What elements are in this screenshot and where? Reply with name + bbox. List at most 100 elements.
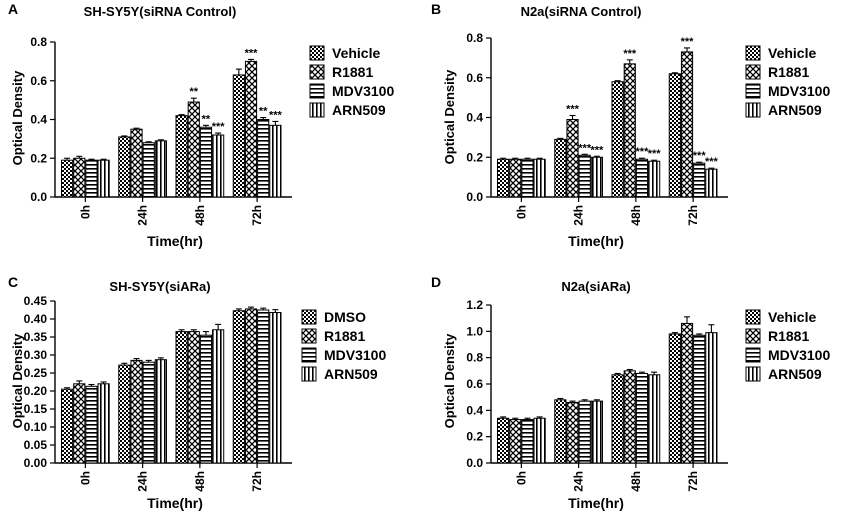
legend-label: DMSO [324, 309, 366, 325]
bar [693, 162, 706, 198]
bar [590, 156, 603, 198]
legend-label: MDV3100 [768, 347, 830, 363]
bar [566, 401, 579, 464]
y-tick-label: 0.4 [30, 113, 47, 127]
bar [257, 119, 270, 198]
y-tick-label: 1.2 [466, 298, 483, 312]
bar [554, 138, 567, 198]
bar [61, 159, 74, 198]
significance-label: *** [623, 48, 637, 60]
legend-d: Vehicle R1881 MDV3100 ARN509 [745, 309, 830, 382]
bar [680, 322, 694, 464]
bar [648, 374, 661, 464]
panel-label-b: B [431, 1, 441, 17]
bar [142, 142, 155, 198]
bar [705, 168, 718, 198]
plot-area-d: 0.0 0.2 0.4 0.6 0.8 1.0 1.2 0h 24h 48h 72h [466, 298, 728, 492]
y-tick-label: 0.30 [24, 348, 48, 362]
legend-swatch [745, 45, 761, 61]
y-tick-label: 0.00 [24, 456, 48, 470]
bar [705, 332, 718, 464]
legend-label: ARN509 [332, 102, 386, 118]
legend-swatch [745, 64, 761, 80]
significance-label: *** [245, 47, 259, 59]
significance-label: ** [189, 86, 198, 98]
y-tick-label: 0.45 [24, 294, 48, 308]
chart-title-a: SH-SY5Y(siRNA Control) [84, 4, 237, 19]
bar [199, 334, 213, 464]
panel-c: C SH-SY5Y(siARa) Optical Density Time(hr… [8, 274, 386, 511]
x-tick-label: 24h [136, 471, 150, 492]
panel-b: B N2a(siRNA Control) Optical Density Tim… [431, 1, 830, 249]
y-tick-label: 0.05 [24, 438, 48, 452]
legend-swatch [301, 347, 317, 363]
significance-label: *** [590, 144, 604, 156]
legend-swatch [745, 366, 761, 382]
legend-label: Vehicle [332, 45, 380, 61]
legend-c: DMSO R1881 MDV3100 ARN509 [301, 309, 386, 382]
y-tick-label: 0.10 [24, 420, 48, 434]
bar [648, 160, 661, 198]
bar [590, 400, 603, 464]
y-tick-label: 0.0 [466, 190, 483, 204]
legend-label: MDV3100 [768, 83, 830, 99]
legend-swatch [745, 309, 761, 325]
x-tick-label: 48h [629, 471, 643, 492]
bar [497, 158, 510, 198]
bar [97, 159, 110, 198]
x-tick-label: 72h [686, 471, 700, 492]
panel-label-a: A [8, 1, 18, 17]
x-tick-label: 48h [629, 205, 643, 226]
x-axis-label-b: Time(hr) [568, 233, 624, 249]
y-tick-label: 0.8 [30, 35, 47, 49]
legend-swatch [301, 309, 317, 325]
bar [118, 364, 131, 464]
legend-swatch [745, 328, 761, 344]
legend-swatch [309, 83, 325, 99]
chart-title-b: N2a(siRNA Control) [521, 4, 642, 19]
bar [130, 128, 143, 198]
y-tick-label: 0.4 [466, 111, 483, 125]
legend-label: R1881 [768, 64, 809, 80]
legend-label: ARN509 [768, 366, 822, 382]
bar [521, 419, 534, 464]
bar [118, 136, 131, 198]
significance-label: *** [636, 146, 650, 158]
y-tick-label: 1.0 [466, 324, 483, 338]
bar [623, 63, 636, 198]
significance-label: *** [705, 156, 719, 168]
significance-label: *** [212, 121, 226, 133]
bar [269, 124, 282, 198]
y-axis-label-c: Optical Density [10, 333, 25, 428]
y-axis-label-d: Optical Density [442, 333, 457, 428]
bar [509, 158, 522, 198]
legend-swatch [745, 102, 761, 118]
y-tick-label: 0.15 [24, 402, 48, 416]
bar [611, 374, 624, 464]
chart-title-d: N2a(siARa) [561, 279, 630, 294]
y-tick-label: 0.8 [466, 351, 483, 365]
bar [257, 309, 270, 464]
bar [521, 158, 534, 198]
x-axis-label-a: Time(hr) [147, 233, 203, 249]
legend-label: R1881 [768, 328, 809, 344]
y-axis-label-b: Optical Density [442, 69, 457, 164]
y-tick-label: 0.40 [24, 312, 48, 326]
bar [232, 74, 245, 198]
bar [635, 158, 649, 198]
bar [497, 417, 510, 464]
y-tick-label: 0.0 [30, 190, 47, 204]
x-axis-label-d: Time(hr) [568, 495, 624, 511]
chart-title-c: SH-SY5Y(siARa) [109, 279, 210, 294]
bar [85, 385, 98, 464]
y-tick-label: 0.0 [466, 456, 483, 470]
significance-label: *** [648, 148, 662, 160]
legend-swatch [309, 102, 325, 118]
x-tick-label: 0h [514, 471, 528, 485]
legend-label: ARN509 [768, 102, 822, 118]
bar [611, 81, 624, 198]
legend-swatch [745, 347, 761, 363]
panel-d: D N2a(siARa) Optical Density Time(hr) 0.… [431, 274, 830, 511]
bar [212, 134, 225, 198]
bar [680, 51, 694, 198]
